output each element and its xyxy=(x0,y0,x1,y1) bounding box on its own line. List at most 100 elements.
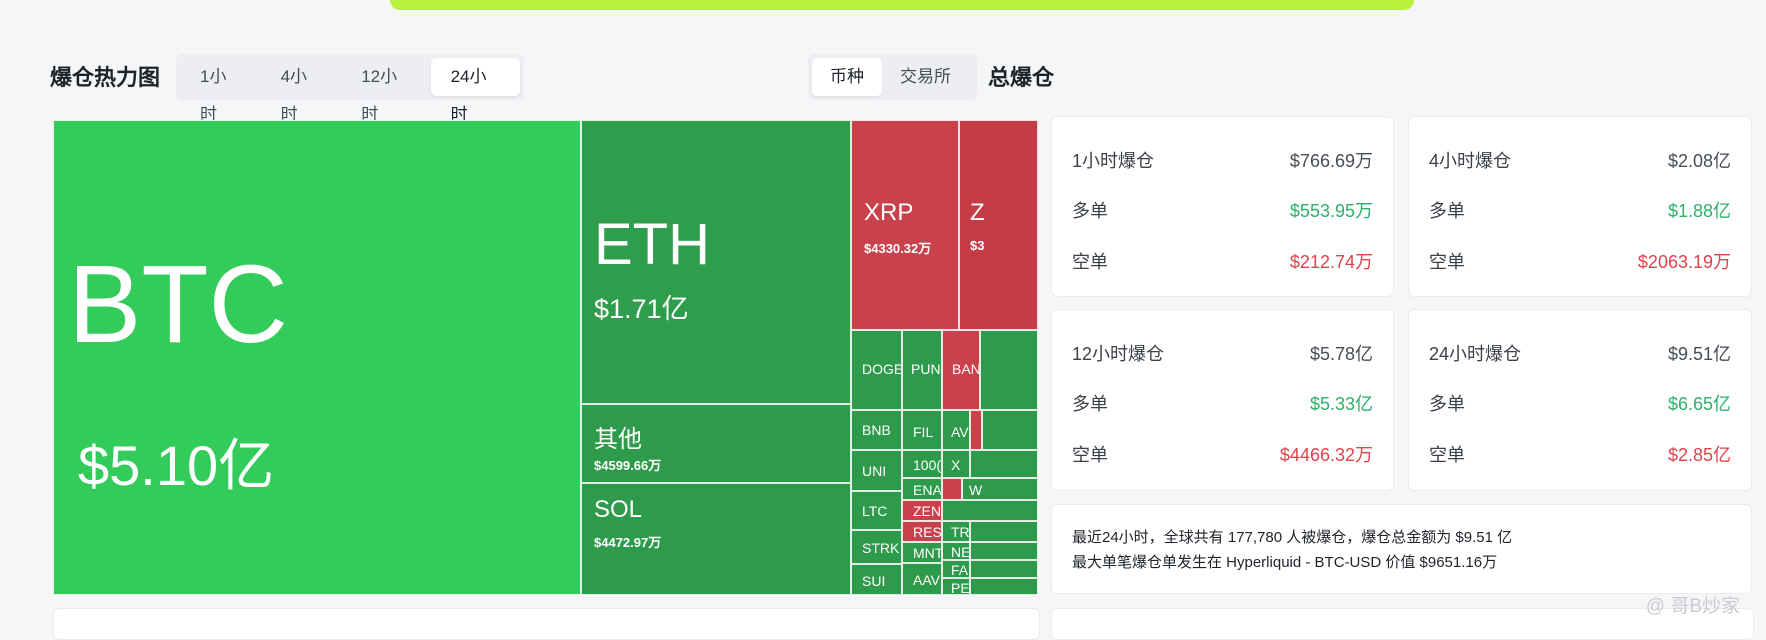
tile-misc-7[interactable] xyxy=(970,560,1038,578)
tile-tr-symbol: TR xyxy=(951,524,970,540)
tile-other-symbol: 其他 xyxy=(594,426,642,453)
tile-strk-symbol: STRK xyxy=(862,540,900,556)
time-tabs: 1小时 4小时 12小时 24小时 xyxy=(176,54,524,124)
tile-misc-6[interactable] xyxy=(970,542,1038,560)
tile-zen[interactable]: ZEN xyxy=(902,500,942,521)
tile-fa-symbol: FA xyxy=(951,562,969,578)
card-1h-total: $766.69万 xyxy=(1289,151,1373,171)
tile-sol-symbol: SOL xyxy=(594,496,643,523)
tile-ne-symbol: NE xyxy=(951,544,970,560)
tile-fa[interactable]: FA xyxy=(942,560,970,578)
summary-line-2: 最大单笔爆仓单发生在 Hyperliquid - BTC-USD 价值 $965… xyxy=(1072,554,1498,571)
tile-pe-symbol: PE xyxy=(951,580,970,595)
card-12h-long: $5.33亿 xyxy=(1309,394,1373,414)
card-24h-short: $2.85亿 xyxy=(1667,445,1731,465)
tile-misc-8[interactable] xyxy=(970,578,1038,595)
tile-ena[interactable]: ENA xyxy=(902,478,942,500)
tile-ne[interactable]: NE xyxy=(942,542,970,560)
tile-misc-1[interactable] xyxy=(980,330,1038,410)
watermark: @ 哥B炒家 xyxy=(1645,596,1740,617)
next-panel-left xyxy=(53,608,1040,640)
tab-1h[interactable]: 1小时 xyxy=(200,67,227,124)
tile-mnt[interactable]: MNT xyxy=(902,542,942,563)
tile-z-value: $3 xyxy=(970,238,985,253)
card-1h-long-label: 多单 xyxy=(1072,201,1108,221)
tile-tr[interactable]: TR xyxy=(942,521,970,542)
tile-ena-symbol: ENA xyxy=(913,482,942,498)
tab-4h[interactable]: 4小时 xyxy=(280,67,308,124)
tile-uni[interactable]: UNI xyxy=(851,450,902,491)
tile-eth[interactable]: ETH $1.71亿 xyxy=(581,120,851,404)
tab-24h[interactable]: 24小时 xyxy=(430,58,520,124)
card-1h-long: $553.95万 xyxy=(1289,201,1373,221)
card-1h-label: 1小时爆仓 xyxy=(1072,151,1155,171)
tile-ban-symbol: BAN xyxy=(952,361,980,377)
tile-misc-red-1[interactable] xyxy=(970,410,982,450)
tile-mnt-symbol: MNT xyxy=(913,545,942,561)
group-tabs: 币种 交易所 xyxy=(808,54,977,100)
tile-bnb-symbol: BNB xyxy=(862,422,891,438)
tab-by-coin[interactable]: 币种 xyxy=(812,58,882,96)
tile-doge[interactable]: DOGE xyxy=(851,330,902,410)
tile-aav-symbol: AAV xyxy=(913,572,940,588)
card-4h-label: 4小时爆仓 xyxy=(1429,151,1512,171)
tile-bnb[interactable]: BNB xyxy=(851,410,902,450)
tile-1000-symbol: 100( xyxy=(913,457,942,473)
tile-fil-symbol: FIL xyxy=(913,424,934,440)
tile-sol[interactable]: SOL $4472.97万 xyxy=(581,483,851,595)
tile-eth-value: $1.71亿 xyxy=(594,294,689,324)
tile-w-symbol: W xyxy=(969,482,983,498)
tile-x[interactable]: X xyxy=(942,450,970,478)
tile-pe[interactable]: PE xyxy=(942,578,970,595)
card-24h: 24小时爆仓 $9.51亿 多单 $6.65亿 空单 $2.85亿 xyxy=(1408,309,1752,491)
tile-w[interactable]: W xyxy=(962,478,1038,500)
card-24h-label: 24小时爆仓 xyxy=(1429,344,1522,364)
tab-12h[interactable]: 12小时 xyxy=(361,67,398,124)
tile-uni-symbol: UNI xyxy=(862,463,887,479)
card-4h-short-label: 空单 xyxy=(1429,252,1465,272)
tile-other-value: $4599.66万 xyxy=(594,458,662,473)
tile-1000[interactable]: 100( xyxy=(902,450,942,478)
tile-misc-4[interactable] xyxy=(942,500,1038,521)
tile-misc-2[interactable] xyxy=(982,410,1038,450)
summary-line-1: 最近24小时，全球共有 177,780 人被爆仓，爆仓总金额为 $9.51 亿 xyxy=(1072,529,1513,546)
tile-res[interactable]: RES xyxy=(902,521,942,542)
tile-zen-symbol: ZEN xyxy=(913,503,941,519)
heatmap-title: 爆仓热力图 xyxy=(50,65,161,90)
tile-btc[interactable]: BTC $5.10亿 xyxy=(53,120,581,595)
tile-btc-symbol: BTC xyxy=(68,243,288,366)
tile-av-symbol: AV xyxy=(951,424,969,440)
liquidation-summary: 最近24小时，全球共有 177,780 人被爆仓，爆仓总金额为 $9.51 亿 … xyxy=(1051,504,1752,594)
card-24h-long: $6.65亿 xyxy=(1667,394,1731,414)
tab-by-exchange[interactable]: 交易所 xyxy=(900,67,951,86)
tile-misc-5[interactable] xyxy=(970,521,1038,542)
tile-other[interactable]: 其他 $4599.66万 xyxy=(581,404,851,483)
liquidation-heatmap: BTC $5.10亿 ETH $1.71亿 其他 $4599.66万 SOL $… xyxy=(53,120,1038,595)
tile-x-symbol: X xyxy=(951,457,961,473)
card-12h: 12小时爆仓 $5.78亿 多单 $5.33亿 空单 $4466.32万 xyxy=(1051,309,1394,491)
tile-ltc[interactable]: LTC xyxy=(851,491,902,530)
tile-ban[interactable]: BAN xyxy=(942,330,980,410)
tile-fil[interactable]: FIL xyxy=(902,410,942,450)
tile-xrp[interactable]: XRP $4330.32万 xyxy=(851,120,959,330)
card-24h-short-label: 空单 xyxy=(1429,445,1465,465)
card-24h-long-label: 多单 xyxy=(1429,394,1465,414)
card-12h-total: $5.78亿 xyxy=(1309,344,1373,364)
tile-z-symbol: Z xyxy=(970,199,985,226)
tile-strk[interactable]: STRK xyxy=(851,530,902,564)
card-12h-label: 12小时爆仓 xyxy=(1072,344,1165,364)
tile-pump-symbol: PUN xyxy=(911,361,941,377)
tile-z[interactable]: Z $3 xyxy=(959,120,1038,330)
tile-misc-red-2[interactable] xyxy=(942,478,962,500)
tile-pump[interactable]: PUN xyxy=(902,330,942,410)
tile-av[interactable]: AV xyxy=(942,410,970,450)
card-4h: 4小时爆仓 $2.08亿 多单 $1.88亿 空单 $2063.19万 xyxy=(1408,116,1752,297)
card-4h-long-label: 多单 xyxy=(1429,201,1465,221)
tile-misc-3[interactable] xyxy=(970,450,1038,478)
tile-sui[interactable]: SUI xyxy=(851,564,902,595)
card-1h: 1小时爆仓 $766.69万 多单 $553.95万 空单 $212.74万 xyxy=(1051,116,1394,297)
tile-eth-symbol: ETH xyxy=(594,212,710,277)
tile-aav[interactable]: AAV xyxy=(902,563,942,595)
card-12h-short-label: 空单 xyxy=(1072,445,1108,465)
card-12h-long-label: 多单 xyxy=(1072,394,1108,414)
